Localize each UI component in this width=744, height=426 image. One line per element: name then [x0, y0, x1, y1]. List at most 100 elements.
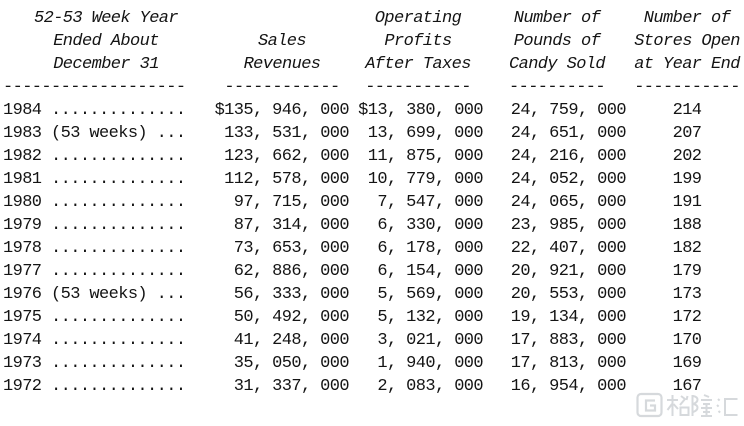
pounds-cell: 22, 407, 000 [510, 239, 627, 258]
sales-cell: 112, 578, 000 [224, 170, 349, 189]
rule-stores: ----------- [634, 78, 740, 97]
profit-cell: 7, 547, 000 [377, 193, 483, 212]
sales-cell: 41, 248, 000 [233, 331, 350, 350]
header-pounds-line3: Candy Sold [508, 55, 606, 74]
header-year-line1: 52-53 Week Year [33, 9, 179, 28]
pounds-cell: 19, 134, 000 [510, 308, 627, 327]
stores-cell: 199 [672, 170, 702, 189]
table-row: 1979 .............. 87, 314, 000 6, 330, 0… [0, 214, 744, 237]
header-profit-line2: Profits [384, 32, 452, 51]
header-line-1: 52-53 Week Year Operating Number of Numb… [0, 7, 744, 30]
rule-pounds: ---------- [508, 78, 606, 97]
year-cell: 1978 .............. [3, 239, 186, 258]
year-cell: 1972 .............. [3, 377, 186, 396]
header-year-line2: Ended About [53, 32, 159, 51]
year-cell: 1983 (53 weeks) ... [3, 124, 186, 143]
table-row: 1982 .............. 123, 662, 000 11, 875,… [0, 145, 744, 168]
pounds-cell: 16, 954, 000 [510, 377, 627, 396]
stores-cell: 179 [672, 262, 702, 281]
year-cell: 1973 .............. [3, 354, 186, 373]
table-row: 1972 .............. 31, 337, 000 2, 083, 0… [0, 375, 744, 398]
rule-sales: ------------ [224, 78, 340, 97]
table-row: 1980 .............. 97, 715, 000 7, 547, 0… [0, 191, 744, 214]
profit-cell: 5, 569, 000 [377, 285, 483, 304]
year-cell: 1984 .............. [3, 101, 186, 120]
sales-cell: 50, 492, 000 [233, 308, 350, 327]
sales-cell: $135, 946, 000 [214, 101, 350, 120]
table-body: 1984 .............. $135, 946, 000 $13, 38… [0, 99, 744, 398]
profit-cell: 1, 940, 000 [377, 354, 483, 373]
year-cell: 1981 .............. [3, 170, 186, 189]
stores-cell: 191 [672, 193, 702, 212]
rule-year: ------------------- [3, 78, 186, 97]
document-page: { "page": { "background": "#ffffff", "te… [0, 7, 744, 422]
stores-cell: 167 [672, 377, 702, 396]
profit-cell: $13, 380, 000 [358, 101, 483, 120]
table-row: 1977 .............. 62, 886, 000 6, 154, 0… [0, 260, 744, 283]
pounds-cell: 24, 759, 000 [510, 101, 627, 120]
sales-cell: 56, 333, 000 [233, 285, 350, 304]
header-pounds-line2: Pounds of [513, 32, 601, 51]
sales-cell: 133, 531, 000 [224, 124, 349, 143]
header-profit-line1: Operating [374, 9, 462, 28]
pounds-cell: 24, 065, 000 [510, 193, 627, 212]
profit-cell: 2, 083, 000 [377, 377, 483, 396]
header-line-3: December 31 Revenues After Taxes Candy S… [0, 53, 744, 76]
profit-cell: 10, 779, 000 [367, 170, 484, 189]
year-cell: 1976 (53 weeks) ... [3, 285, 186, 304]
header-pounds-line1: Number of [513, 9, 601, 28]
year-cell: 1982 .............. [3, 147, 186, 166]
header-stores-line1: Number of [643, 9, 731, 28]
table-header: 52-53 Week Year Operating Number of Numb… [0, 7, 744, 99]
stores-cell: 182 [672, 239, 702, 258]
sees-candies-financial-table: 52-53 Week Year Operating Number of Numb… [0, 7, 744, 398]
table-row: 1983 (53 weeks) ... 133, 531, 000 13, 699,… [0, 122, 744, 145]
table-row: 1973 .............. 35, 050, 000 1, 940, 0… [0, 352, 744, 375]
stores-cell: 207 [672, 124, 702, 143]
pounds-cell: 17, 883, 000 [510, 331, 627, 350]
header-rule-row: ------------------- ------------ -------… [0, 76, 744, 99]
pounds-cell: 24, 052, 000 [510, 170, 627, 189]
stores-cell: 170 [672, 331, 702, 350]
sales-cell: 31, 337, 000 [233, 377, 350, 396]
pounds-cell: 23, 985, 000 [510, 216, 627, 235]
profit-cell: 11, 875, 000 [367, 147, 484, 166]
header-sales-line1 [212, 7, 352, 30]
profit-cell: 5, 132, 000 [377, 308, 483, 327]
table-row: 1975 .............. 50, 492, 000 5, 132, 0… [0, 306, 744, 329]
pounds-cell: 20, 921, 000 [510, 262, 627, 281]
sales-cell: 87, 314, 000 [233, 216, 350, 235]
header-sales-line3: Revenues [243, 55, 321, 74]
year-cell: 1975 .............. [3, 308, 186, 327]
stores-cell: 169 [672, 354, 702, 373]
header-profit-line3: After Taxes [365, 55, 471, 74]
header-year-line3: December 31 [53, 55, 159, 74]
pounds-cell: 24, 651, 000 [510, 124, 627, 143]
sales-cell: 73, 653, 000 [233, 239, 350, 258]
header-stores-line2: Stores Open [634, 32, 740, 51]
profit-cell: 6, 178, 000 [377, 239, 483, 258]
stores-cell: 172 [672, 308, 702, 327]
rule-profit: ----------- [365, 78, 471, 97]
profit-cell: 6, 154, 000 [377, 262, 483, 281]
pounds-cell: 20, 553, 000 [510, 285, 627, 304]
header-stores-line3: at Year End [634, 55, 740, 74]
sales-cell: 123, 662, 000 [224, 147, 349, 166]
sales-cell: 35, 050, 000 [233, 354, 350, 373]
stores-cell: 173 [672, 285, 702, 304]
header-line-2: Ended About Sales Profits Pounds of Stor… [0, 30, 744, 53]
profit-cell: 6, 330, 000 [377, 216, 483, 235]
stores-cell: 188 [672, 216, 702, 235]
profit-cell: 3, 021, 000 [377, 331, 483, 350]
pounds-cell: 17, 813, 000 [510, 354, 627, 373]
year-cell: 1979 .............. [3, 216, 186, 235]
year-cell: 1977 .............. [3, 262, 186, 281]
stores-cell: 202 [672, 147, 702, 166]
table-row: 1974 .............. 41, 248, 000 3, 021, 0… [0, 329, 744, 352]
sales-cell: 62, 886, 000 [233, 262, 350, 281]
table-row: 1978 .............. 73, 653, 000 6, 178, 0… [0, 237, 744, 260]
year-cell: 1974 .............. [3, 331, 186, 350]
sales-cell: 97, 715, 000 [233, 193, 350, 212]
table-row: 1984 .............. $135, 946, 000 $13, 38… [0, 99, 744, 122]
profit-cell: 13, 699, 000 [367, 124, 484, 143]
